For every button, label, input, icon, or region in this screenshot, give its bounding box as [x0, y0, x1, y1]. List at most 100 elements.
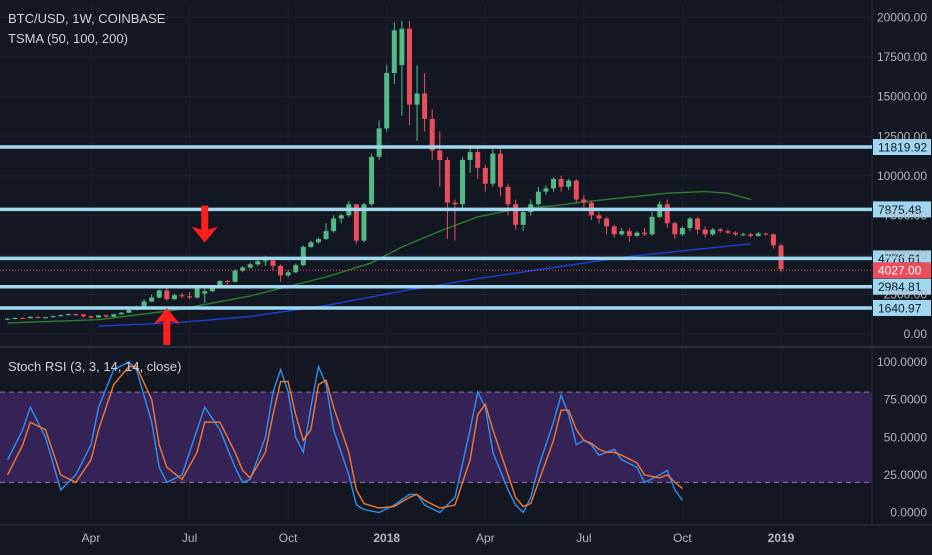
candle-body[interactable]: [27, 316, 33, 319]
candle-body[interactable]: [604, 218, 610, 227]
candle-body[interactable]: [156, 290, 162, 298]
candle-body[interactable]: [293, 265, 299, 273]
candle-body[interactable]: [202, 291, 208, 294]
candle-body[interactable]: [103, 315, 109, 317]
candle-body[interactable]: [702, 229, 708, 235]
candle-body[interactable]: [733, 232, 739, 235]
candle-body[interactable]: [171, 295, 177, 300]
candle-body[interactable]: [50, 316, 56, 318]
candle-body[interactable]: [490, 153, 496, 184]
candle-body[interactable]: [543, 188, 549, 192]
candle-body[interactable]: [596, 215, 602, 219]
candle-body[interactable]: [672, 223, 678, 235]
candle-body[interactable]: [558, 178, 564, 187]
candle-body[interactable]: [710, 229, 716, 235]
candle-body[interactable]: [626, 231, 632, 236]
candle-body[interactable]: [187, 296, 193, 298]
candle-body[interactable]: [384, 73, 390, 129]
candle-body[interactable]: [649, 216, 655, 235]
candle-body[interactable]: [444, 159, 450, 203]
candle-body[interactable]: [687, 218, 693, 228]
candle-body[interactable]: [126, 309, 132, 313]
candle-body[interactable]: [141, 301, 147, 307]
candle-body[interactable]: [209, 286, 215, 292]
candle-body[interactable]: [748, 234, 754, 236]
candle-body[interactable]: [20, 317, 26, 319]
candle-body[interactable]: [566, 180, 572, 187]
candle-body[interactable]: [262, 260, 268, 262]
candle-body[interactable]: [369, 156, 375, 205]
candle-body[interactable]: [551, 178, 557, 189]
candle-body[interactable]: [285, 272, 291, 276]
candle-body[interactable]: [315, 239, 321, 243]
candle-body[interactable]: [619, 231, 625, 235]
candle-body[interactable]: [505, 186, 511, 205]
candle-body[interactable]: [194, 288, 200, 298]
candle-body[interactable]: [497, 153, 503, 187]
candle-body[interactable]: [581, 199, 587, 203]
candle-body[interactable]: [42, 317, 48, 319]
candle-body[interactable]: [58, 315, 64, 317]
candle-body[interactable]: [338, 215, 344, 219]
candle-body[interactable]: [149, 297, 155, 302]
candle-body[interactable]: [164, 290, 170, 300]
candle-body[interactable]: [224, 280, 230, 282]
candle-body[interactable]: [452, 202, 458, 205]
candle-body[interactable]: [573, 180, 579, 200]
candle-body[interactable]: [475, 152, 481, 168]
candle-body[interactable]: [422, 93, 428, 119]
candle-body[interactable]: [247, 264, 253, 268]
candle-body[interactable]: [217, 280, 223, 287]
candle-body[interactable]: [513, 204, 519, 225]
candle-body[interactable]: [437, 150, 443, 160]
candle-body[interactable]: [664, 204, 670, 224]
candle-body[interactable]: [725, 231, 731, 233]
candle-body[interactable]: [12, 317, 18, 319]
candle-body[interactable]: [376, 128, 382, 157]
candle-body[interactable]: [5, 318, 11, 320]
candle-body[interactable]: [361, 204, 367, 241]
candle-body[interactable]: [96, 315, 102, 318]
candle-body[interactable]: [755, 233, 761, 236]
candle-body[interactable]: [118, 312, 124, 315]
candle-body[interactable]: [520, 212, 526, 225]
candle-body[interactable]: [278, 265, 284, 276]
candle-body[interactable]: [80, 314, 86, 317]
candle-body[interactable]: [642, 232, 648, 235]
candle-body[interactable]: [353, 204, 359, 241]
candle-body[interactable]: [634, 232, 640, 236]
candle-body[interactable]: [308, 242, 314, 247]
candle-body[interactable]: [323, 231, 329, 240]
candle-body[interactable]: [717, 229, 723, 232]
candle-body[interactable]: [414, 93, 420, 105]
candle-body[interactable]: [391, 30, 397, 73]
candle-body[interactable]: [482, 167, 488, 184]
candle-body[interactable]: [429, 118, 435, 151]
candle-body[interactable]: [35, 316, 41, 318]
candle-body[interactable]: [65, 314, 71, 316]
candle-body[interactable]: [770, 234, 776, 246]
candle-body[interactable]: [406, 28, 412, 105]
candle-body[interactable]: [255, 261, 261, 265]
candle-body[interactable]: [467, 152, 473, 160]
candle-body[interactable]: [740, 234, 746, 236]
candle-body[interactable]: [179, 295, 185, 297]
candle-body[interactable]: [399, 28, 405, 66]
candle-body[interactable]: [232, 270, 238, 282]
time-axis-label: 2018: [373, 531, 400, 545]
candle-body[interactable]: [695, 218, 701, 230]
candle-body[interactable]: [763, 233, 769, 235]
candle-body[interactable]: [535, 191, 541, 205]
candle-body[interactable]: [331, 218, 337, 232]
candle-body[interactable]: [460, 159, 466, 205]
candle-body[interactable]: [611, 226, 617, 235]
candle-body[interactable]: [300, 246, 306, 266]
candle-body[interactable]: [679, 227, 685, 235]
candle-body[interactable]: [270, 260, 276, 266]
candle-body[interactable]: [88, 316, 94, 318]
candle-body[interactable]: [73, 314, 79, 316]
candle-body[interactable]: [240, 267, 246, 271]
candle-body[interactable]: [111, 314, 117, 317]
